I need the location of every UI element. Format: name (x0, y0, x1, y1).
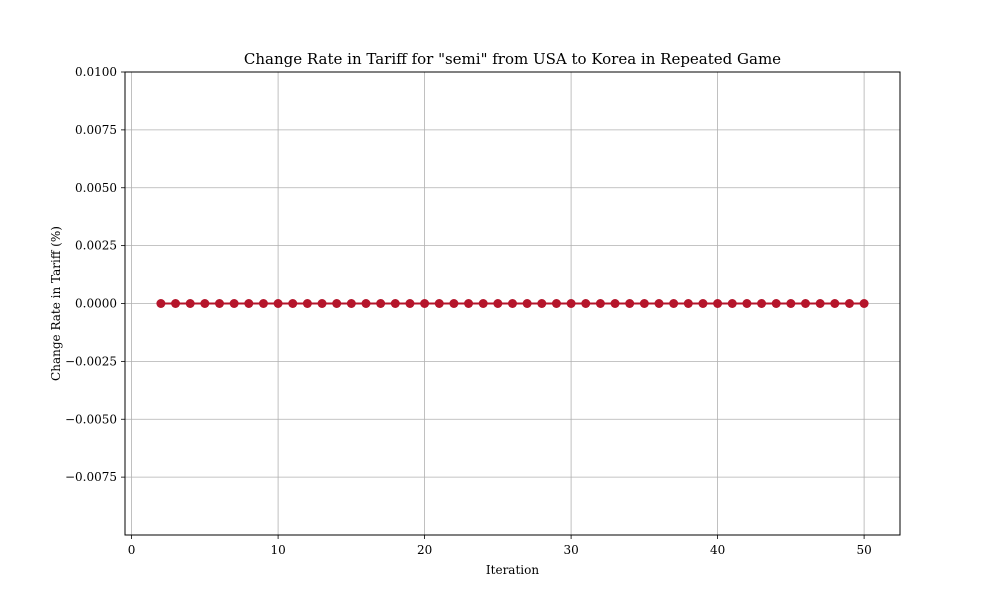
data-point (288, 299, 298, 308)
data-point (786, 299, 796, 308)
data-point (610, 299, 620, 308)
data-point (859, 299, 869, 308)
data-point (625, 299, 635, 308)
data-point (317, 299, 327, 308)
y-tick-label: 0.0025 (75, 239, 117, 253)
y-tick-label: 0.0050 (75, 181, 117, 195)
data-point (478, 299, 488, 308)
x-tick-label: 40 (710, 543, 725, 557)
data-point (713, 299, 723, 308)
data-point (302, 299, 312, 308)
data-point (757, 299, 767, 308)
data-point (654, 299, 664, 308)
data-point (801, 299, 811, 308)
y-tick-label: 0.0100 (75, 65, 117, 79)
y-tick-label: −0.0025 (65, 354, 117, 368)
x-axis-label: Iteration (486, 563, 539, 577)
data-point (346, 299, 356, 308)
data-point (376, 299, 386, 308)
data-point (258, 299, 268, 308)
data-point (815, 299, 825, 308)
data-point (434, 299, 444, 308)
data-point (683, 299, 693, 308)
y-tick-label: 0.0075 (75, 123, 117, 137)
data-point (390, 299, 400, 308)
data-point (185, 299, 195, 308)
y-axis-label: Change Rate in Tariff (%) (49, 226, 63, 381)
data-point (156, 299, 166, 308)
data-point (361, 299, 371, 308)
data-point (332, 299, 342, 308)
data-point (508, 299, 517, 308)
x-tick-label: 10 (270, 543, 285, 557)
data-point (581, 299, 591, 308)
data-point (830, 299, 840, 308)
data-point (771, 299, 781, 308)
data-point (449, 299, 459, 308)
data-point (405, 299, 415, 308)
x-tick-label: 0 (128, 543, 136, 557)
y-tick-label: 0.0000 (75, 297, 117, 311)
data-point (171, 299, 181, 308)
data-point (493, 299, 503, 308)
series-layer (156, 299, 869, 308)
data-point (537, 299, 547, 308)
chart-title: Change Rate in Tariff for "semi" from US… (244, 50, 781, 68)
data-point (200, 299, 210, 308)
data-point (698, 299, 708, 308)
data-point (229, 299, 239, 308)
data-point (464, 299, 474, 308)
data-point (273, 299, 283, 308)
tick-layer: 0 10 20 30 40 50 0.0100 0.0075 0.0050 0.0025 0.000… (65, 65, 872, 557)
data-point (214, 299, 224, 308)
x-tick-label: 30 (563, 543, 578, 557)
data-point (551, 299, 561, 308)
y-tick-label: −0.0075 (65, 470, 117, 484)
data-point (844, 299, 854, 308)
data-point (595, 299, 605, 308)
data-point (727, 299, 737, 308)
x-tick-label: 20 (417, 543, 432, 557)
y-tick-label: −0.0050 (65, 412, 117, 426)
data-point (522, 299, 532, 308)
data-point (244, 299, 254, 308)
data-point (566, 299, 576, 308)
x-tick-label: 50 (856, 543, 871, 557)
data-point (639, 299, 649, 308)
data-point (669, 299, 679, 308)
data-point (742, 299, 752, 308)
data-point (420, 299, 430, 308)
